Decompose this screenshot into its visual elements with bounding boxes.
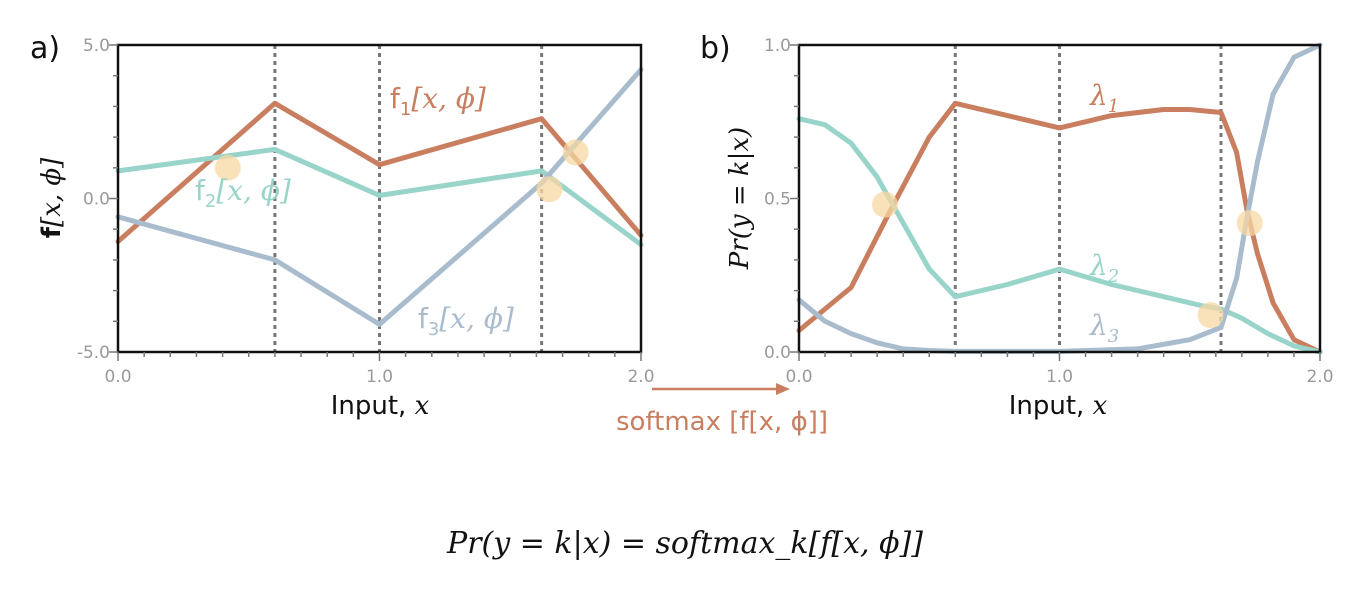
panel-b: b) 0.0 1.0 2.0 0.0 0.5 1.0 Pr(y = k|x) Input,… <box>700 31 1334 421</box>
panel-a-series-label-1: f1[x, ϕ] <box>390 82 486 120</box>
panel-a-series-label-3: f3[x, ϕ] <box>418 302 514 340</box>
softmax-label: softmax [f[x, ϕ]] <box>616 407 828 437</box>
panel-b-xtick-label: 2.0 <box>1306 367 1333 387</box>
panel-b-ytick-label: 0.5 <box>764 190 791 210</box>
panel-b-series-1-line <box>796 100 1323 355</box>
panel-a-highlight-point <box>562 139 589 166</box>
softmax-arrow <box>652 383 790 395</box>
panel-a-highlight-point <box>214 154 241 181</box>
panel-a-xtick-label: 2.0 <box>627 367 654 387</box>
panel-a-ylabel: f[x, ϕ] <box>37 157 67 238</box>
panel-a-xtick-label: 0.0 <box>104 367 131 387</box>
panel-b-xlabel: Input, x <box>1009 391 1108 421</box>
panel-b-ytick-label: 1.0 <box>764 36 791 56</box>
panel-a-highlight-point <box>536 176 563 203</box>
panel-b-highlight-point <box>1236 210 1263 237</box>
panel-b-series-3-line <box>796 42 1323 354</box>
panel-b-series-2-line <box>796 116 1323 355</box>
panel-b-highlight-point <box>871 191 898 218</box>
panel-b-series-label-1: λ1 <box>1089 79 1119 117</box>
panel-b-xtick-label: 0.0 <box>785 367 812 387</box>
panel-b-plot-area <box>796 42 1323 355</box>
panel-a-series-1-line <box>115 100 644 244</box>
panel-b-letter: b) <box>700 31 731 66</box>
panel-a-ytick-label: -5.0 <box>77 343 110 363</box>
panel-a-xlabel: Input, x <box>331 391 430 421</box>
panel-b-ytick-label: 0.0 <box>764 343 791 363</box>
panel-a-ticks: 0.0 1.0 2.0 -5.0 0.0 5.0 <box>77 36 655 387</box>
panel-b-ticks: 0.0 1.0 2.0 0.0 0.5 1.0 <box>764 36 1334 387</box>
panel-a: a) 0.0 1.0 2.0-5.00.05.0 f[x, ϕ] Input, x … <box>30 31 655 421</box>
formula: Pr(y = k|x) = softmax_k[f[x, ϕ]] <box>446 526 923 561</box>
panel-b-series-label-3: λ3 <box>1089 309 1119 347</box>
panel-b-ylabel: Pr(y = k|x) <box>725 127 755 270</box>
panel-a-series-label-2: f2[x, ϕ] <box>195 174 291 212</box>
panel-a-ytick-label: 0.0 <box>83 190 110 210</box>
panel-b-series-label-2: λ2 <box>1089 249 1119 287</box>
panel-a-xtick-label: 1.0 <box>366 367 393 387</box>
panel-b-highlight-point <box>1197 302 1224 329</box>
panel-a-plot-area <box>115 45 644 352</box>
panel-a-letter: a) <box>30 31 60 66</box>
panel-b-xtick-label: 1.0 <box>1046 367 1073 387</box>
panel-a-ytick-label: 5.0 <box>83 36 110 56</box>
